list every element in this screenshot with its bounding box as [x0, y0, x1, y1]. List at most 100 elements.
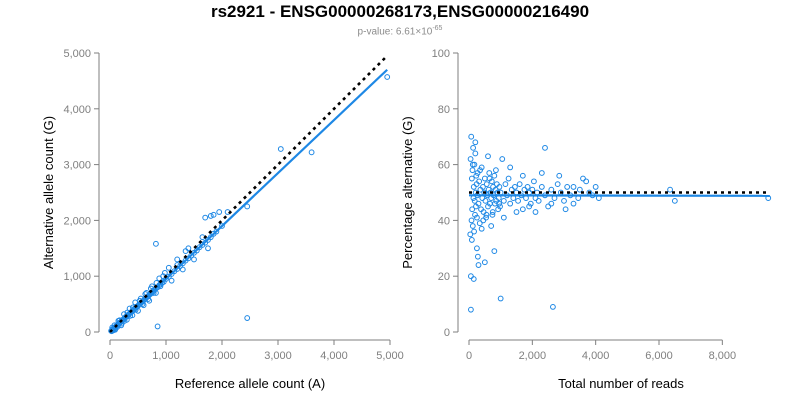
plot1-y-tick-label: 4,000 — [63, 104, 91, 116]
plot2-data-point — [556, 172, 563, 179]
plot2-data-point — [491, 248, 498, 254]
plot1-data-point — [207, 234, 214, 241]
plot1-data-point — [244, 315, 251, 321]
plot2-data-point — [468, 273, 474, 280]
plot2-x-axis-title: Total number of reads — [558, 376, 684, 391]
plot2-data-point — [545, 203, 552, 210]
plot2-data-point — [472, 150, 479, 157]
plot1-x-tick-label: 0 — [107, 350, 113, 362]
plot1-data-point — [161, 269, 168, 276]
plot2-data-point — [475, 200, 482, 207]
plot1-data-point — [182, 248, 189, 254]
plot2-data-point — [500, 214, 507, 221]
plot2-data-point — [548, 200, 555, 207]
plot2-data-point — [478, 164, 485, 171]
plot2-data-point — [576, 186, 583, 193]
plot2-y-tick-label: 40 — [438, 215, 450, 227]
plot2-data-point — [480, 184, 486, 190]
plot1-y-tick-label: 5,000 — [63, 48, 91, 60]
plot2-data-point — [472, 139, 479, 146]
plot2-data-point — [474, 253, 481, 260]
plot2-data-point — [491, 172, 498, 179]
plot2-x-tick-label: 6,000 — [645, 350, 673, 362]
plot1-data-point — [202, 214, 209, 221]
plot2-data-point — [469, 206, 476, 213]
chart-title: rs2921 - ENSG00000268173,ENSG00000216490 — [210, 2, 590, 21]
plot2-data-point — [513, 209, 520, 215]
plot2-data-point — [507, 200, 514, 207]
plot1-data-point — [210, 211, 217, 218]
plot2-data-point — [489, 209, 496, 215]
plot2-data-point — [499, 156, 506, 162]
plot2-data-point — [532, 209, 539, 215]
plot2-data-point — [526, 203, 533, 210]
p-value-label: p-value: 6.61×10-65 — [0, 25, 800, 37]
plot2-data-point — [527, 200, 534, 207]
plot1-data-point — [153, 290, 159, 296]
plot1-data-point — [216, 209, 223, 215]
plot2-y-tick-label: 20 — [438, 271, 450, 283]
plot2-data-point — [475, 262, 482, 268]
plot1-data-point — [168, 277, 175, 284]
plot2-y-tick-label: 100 — [432, 48, 450, 60]
plot2-data-point — [477, 167, 483, 174]
plot2-data-point — [474, 245, 480, 252]
plot2-data-point — [535, 197, 542, 204]
plot2-data-point — [507, 164, 514, 171]
plot1-y-tick-label: 1,000 — [63, 271, 91, 283]
plot2-data-point — [561, 197, 567, 204]
plot2-data-point — [489, 211, 496, 218]
plot1-data-point — [179, 266, 186, 273]
plot2-data-point — [515, 197, 521, 204]
plot2-data-point — [478, 225, 485, 232]
plot2-y-tick-label: 0 — [444, 327, 450, 339]
plot2-data-point — [486, 170, 493, 176]
plot2-data-point — [667, 186, 673, 193]
plot2-data-point — [497, 295, 504, 302]
plot2-data-point — [483, 181, 490, 188]
plot1-data-point — [154, 323, 161, 330]
plot2-x-tick-label: 0 — [466, 350, 472, 362]
plot2-data-point — [468, 237, 475, 243]
plot2-data-point — [493, 167, 499, 174]
plot1-data-point — [174, 256, 181, 263]
plot1-fit-line — [109, 68, 388, 333]
plot2-data-point — [476, 220, 483, 227]
plot2-data-point — [473, 172, 480, 179]
plot1-data-point — [153, 240, 159, 247]
plot2-y-tick-label: 80 — [438, 104, 450, 116]
plot1-x-tick-label: 5,000 — [376, 350, 404, 362]
plot2-data-point — [481, 175, 488, 182]
plot1-data-point — [207, 213, 214, 219]
plot1-data-point — [121, 311, 127, 318]
plot2-data-point — [469, 167, 476, 174]
plot2-fit-line — [468, 194, 770, 197]
plot2-data-point — [564, 184, 571, 190]
plot2-data-point — [471, 197, 478, 204]
plot1-data-point — [140, 302, 147, 309]
plot2-data-point — [538, 184, 545, 190]
plot2-data-point — [496, 184, 503, 190]
plot2-data-point — [592, 184, 599, 190]
plot2-data-point — [467, 231, 474, 238]
plot1-y-tick-label: 3,000 — [63, 160, 91, 172]
plot1-data-point — [193, 247, 200, 254]
plot2-x-tick-label: 8,000 — [709, 350, 737, 362]
plot1-data-point — [384, 74, 391, 80]
plot2-data-point — [481, 259, 488, 266]
plot2-data-point — [534, 189, 540, 196]
plot2-data-point — [492, 200, 498, 207]
plot2-data-point — [505, 175, 512, 182]
plot2-data-point — [562, 206, 569, 213]
plot2-data-point — [538, 170, 545, 176]
plot1-data-point — [213, 228, 220, 235]
plot2-data-point — [476, 178, 483, 185]
plot2-data-point — [548, 186, 555, 193]
plot2-data-point — [671, 197, 678, 204]
plot2-data-point — [524, 184, 531, 190]
plot1-data-point — [185, 245, 192, 252]
p-value-exponent: -65 — [432, 25, 443, 32]
plot2-x-tick-label: 2,000 — [519, 350, 547, 362]
plot2-data-point — [468, 306, 474, 313]
